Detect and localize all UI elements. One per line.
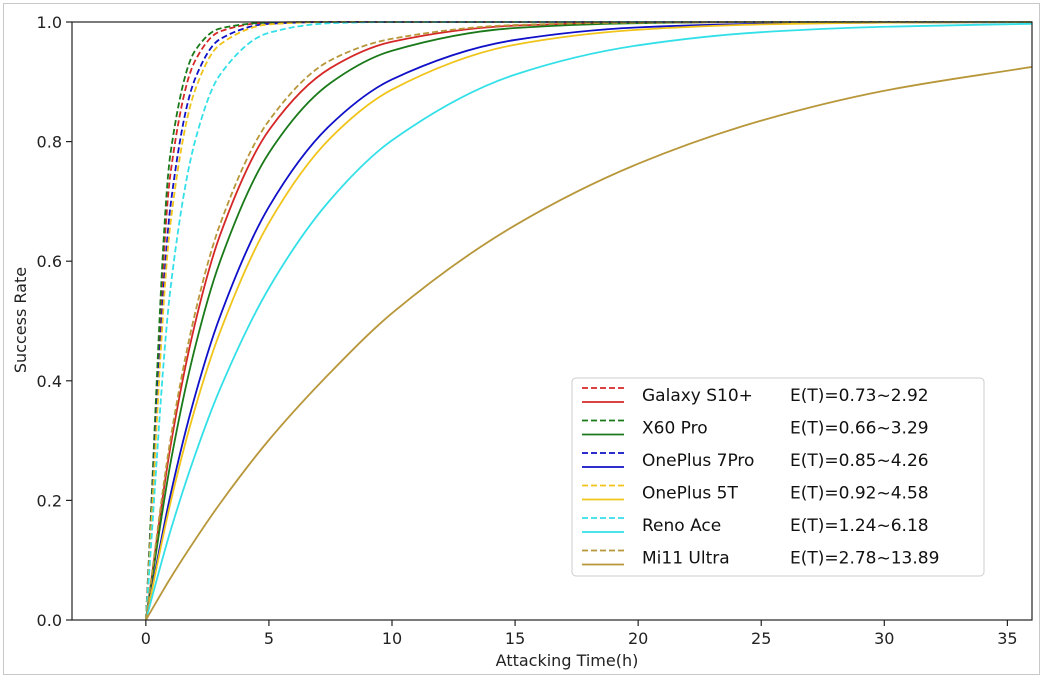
series-line-reno-ace-solid — [144, 22, 1033, 621]
x-axis-label: Attacking Time(h) — [496, 651, 639, 670]
legend-etime-label: E(T)=0.92~4.58 — [790, 484, 929, 504]
legend-box — [571, 377, 985, 577]
series-line-oneplus-5t-solid — [144, 21, 1033, 621]
axes-box — [71, 21, 1033, 621]
legend: Galaxy S10+ E(T)=0.73~2.92 X60 Pro E(T)=0.6… — [571, 377, 985, 577]
legend-etime-label: E(T)=1.24~6.18 — [790, 516, 929, 536]
x-tick-label: 5 — [264, 629, 274, 648]
x-tick-label: 20 — [628, 629, 648, 648]
y-tick-label: 0.2 — [37, 491, 62, 510]
x-tick-label: 15 — [505, 629, 525, 648]
y-tick-label: 1.0 — [37, 13, 62, 32]
y-tick-label: 0.6 — [37, 252, 62, 271]
legend-etime-label: E(T)=0.73~2.92 — [790, 386, 929, 406]
legend-etime-label: E(T)=0.66~3.29 — [790, 419, 929, 439]
legend-device-label: OnePlus 7Pro — [642, 451, 754, 471]
legend-device-label: Reno Ace — [642, 516, 721, 536]
legend-device-label: X60 Pro — [642, 419, 708, 439]
legend-device-label: Mi11 Ultra — [642, 549, 730, 569]
y-axis-label: Success Rate — [11, 267, 30, 373]
series-line-mi11-ultra-solid — [145, 65, 1033, 621]
legend-etime-label: E(T)=0.85~4.26 — [790, 451, 929, 471]
x-tick-label: 35 — [997, 629, 1017, 648]
y-tick-label: 0.0 — [37, 611, 62, 630]
legend-device-label: OnePlus 5T — [642, 484, 738, 504]
x-tick-label: 30 — [874, 629, 894, 648]
legend-device-label: Galaxy S10+ — [642, 386, 753, 406]
x-tick-label: 25 — [751, 629, 771, 648]
axes-layer: 0 5 10 15 20 25 30 35 0.0 0.2 0.4 0.6 0.8 1.0 — [37, 13, 1033, 648]
x-tick-label: 10 — [382, 629, 402, 648]
y-tick-label: 0.8 — [37, 133, 62, 152]
x-tick-label: 0 — [141, 629, 151, 648]
y-tick-label: 0.4 — [37, 372, 62, 391]
legend-etime-label: E(T)=2.78~13.89 — [790, 549, 939, 569]
